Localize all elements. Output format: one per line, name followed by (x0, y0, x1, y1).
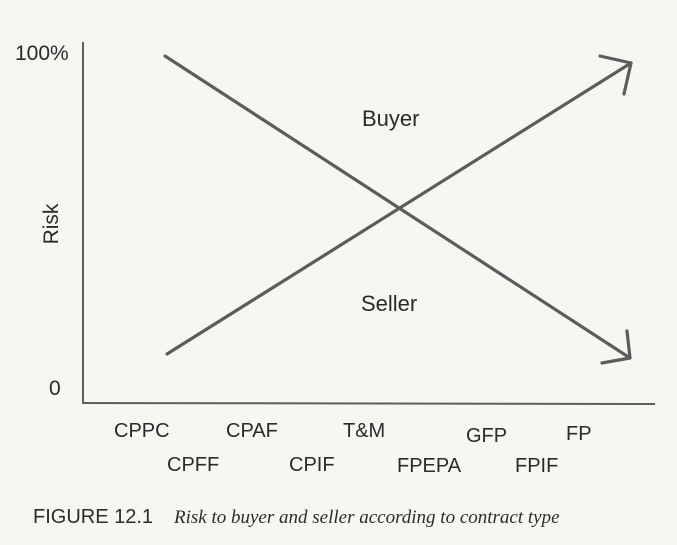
contract-type-cppc: CPPC (114, 420, 170, 442)
contract-type-gfp: GFP (466, 425, 507, 447)
contract-type-fp: FP (566, 423, 592, 445)
buyer-region-label: Buyer (362, 106, 419, 131)
seller-risk-line (165, 61, 633, 356)
figure-caption: Risk to buyer and seller according to co… (173, 507, 560, 528)
figure-label: FIGURE 12.1 (33, 506, 153, 528)
buyer-risk-line (163, 54, 632, 360)
seller-risk-arrowhead (598, 54, 633, 96)
contract-type-cpif: CPIF (289, 454, 335, 476)
contract-type-cpaf: CPAF (226, 420, 278, 442)
y-axis-top-tick: 100% (15, 42, 69, 65)
contract-type-cpff: CPFF (167, 454, 219, 476)
y-axis-bottom-tick: 0 (49, 377, 61, 400)
y-axis-label: Risk (40, 203, 63, 244)
x-axis-line (81, 402, 656, 405)
buyer-risk-arrowhead (600, 329, 632, 365)
contract-type-fpif: FPIF (515, 455, 558, 477)
contract-type-tm: T&M (343, 420, 385, 442)
seller-region-label: Seller (361, 291, 417, 316)
contract-type-fpepa: FPEPA (397, 455, 462, 477)
